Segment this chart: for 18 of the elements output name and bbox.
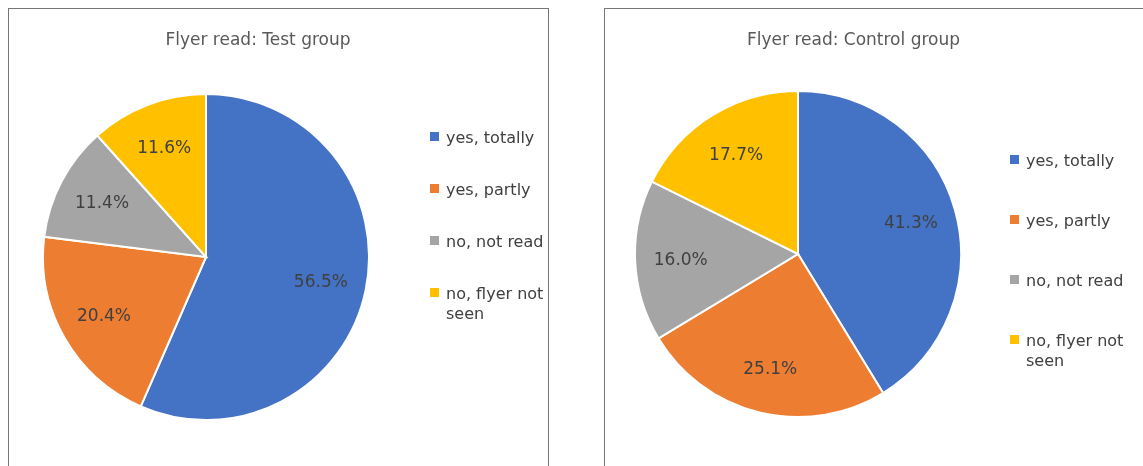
data-label: 20.4% <box>76 304 131 325</box>
legend-label: yes, totally <box>1026 150 1115 170</box>
data-label: 41.3% <box>883 212 938 233</box>
legend-label: no, not read <box>446 231 544 251</box>
chart-title: Flyer read: Test group <box>165 29 351 49</box>
legend-label: no, flyer not seen <box>1026 330 1124 371</box>
legend-label: yes, totally <box>446 127 535 147</box>
data-label: 11.6% <box>137 137 192 158</box>
data-label: 25.1% <box>743 357 798 378</box>
data-label: 17.7% <box>709 144 764 165</box>
data-label: 56.5% <box>293 270 348 291</box>
legend-label: no, not read <box>1026 270 1124 290</box>
legend-label: no, flyer not seen <box>446 283 544 324</box>
legend-label: yes, partly <box>1026 210 1111 230</box>
chart-title: Flyer read: Control group <box>746 29 961 49</box>
data-label: 11.4% <box>75 192 130 213</box>
data-label: 16.0% <box>653 248 708 269</box>
legend-label: yes, partly <box>446 179 531 199</box>
